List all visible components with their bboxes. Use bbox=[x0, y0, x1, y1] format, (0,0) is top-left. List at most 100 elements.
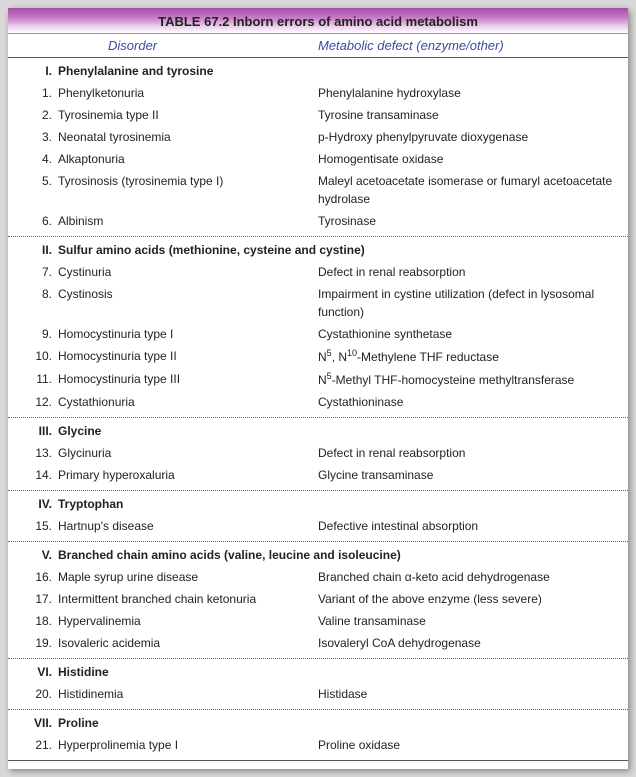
table-row: 14.Primary hyperoxaluriaGlycine transami… bbox=[8, 464, 628, 486]
section: I.Phenylalanine and tyrosine1.Phenylketo… bbox=[8, 58, 628, 237]
metabolic-defect: Isovaleryl CoA dehydrogenase bbox=[318, 634, 628, 652]
row-number: 12. bbox=[18, 393, 58, 411]
disorder-name: Homocystinuria type III bbox=[58, 370, 318, 389]
section-roman: IV. bbox=[18, 497, 58, 511]
row-number: 2. bbox=[18, 106, 58, 124]
disorder-name: Homocystinuria type II bbox=[58, 347, 318, 366]
section-title: Sulfur amino acids (methionine, cysteine… bbox=[58, 243, 628, 257]
disorder-name: Hypervalinemia bbox=[58, 612, 318, 630]
metabolic-defect: Branched chain α-keto acid dehydrogenase bbox=[318, 568, 628, 586]
section-title: Proline bbox=[58, 716, 628, 730]
row-number: 11. bbox=[18, 370, 58, 389]
disorder-name: Maple syrup urine disease bbox=[58, 568, 318, 586]
row-number: 4. bbox=[18, 150, 58, 168]
disorder-name: Homocystinuria type I bbox=[58, 325, 318, 343]
disorder-name: Albinism bbox=[58, 212, 318, 230]
table-row: 18.HypervalinemiaValine transaminase bbox=[8, 610, 628, 632]
disorder-name: Cystinuria bbox=[58, 263, 318, 281]
metabolic-defect: Homogentisate oxidase bbox=[318, 150, 628, 168]
column-headers: Disorder Metabolic defect (enzyme/other) bbox=[8, 34, 628, 58]
metabolic-defect: Proline oxidase bbox=[318, 736, 628, 754]
row-number: 9. bbox=[18, 325, 58, 343]
metabolic-defect: Defective intestinal absorption bbox=[318, 517, 628, 535]
disorder-name: Hartnup's disease bbox=[58, 517, 318, 535]
section-head: I.Phenylalanine and tyrosine bbox=[8, 62, 628, 82]
section-title: Phenylalanine and tyrosine bbox=[58, 64, 628, 78]
row-number: 20. bbox=[18, 685, 58, 703]
table-body: I.Phenylalanine and tyrosine1.Phenylketo… bbox=[8, 58, 628, 761]
section-head: V.Branched chain amino acids (valine, le… bbox=[8, 546, 628, 566]
section-head: VI.Histidine bbox=[8, 663, 628, 683]
row-number: 1. bbox=[18, 84, 58, 102]
table-row: 7.CystinuriaDefect in renal reabsorption bbox=[8, 261, 628, 283]
table-title: TABLE 67.2 Inborn errors of amino acid m… bbox=[8, 8, 628, 34]
section-head: II.Sulfur amino acids (methionine, cyste… bbox=[8, 241, 628, 261]
table-row: 19.Isovaleric acidemiaIsovaleryl CoA deh… bbox=[8, 632, 628, 654]
row-number: 19. bbox=[18, 634, 58, 652]
metabolic-defect: Tyrosine transaminase bbox=[318, 106, 628, 124]
row-number: 5. bbox=[18, 172, 58, 208]
row-number: 17. bbox=[18, 590, 58, 608]
disorder-name: Primary hyperoxaluria bbox=[58, 466, 318, 484]
row-number: 15. bbox=[18, 517, 58, 535]
disorder-name: Tyrosinemia type II bbox=[58, 106, 318, 124]
table-row: 11.Homocystinuria type IIIN5-Methyl THF-… bbox=[8, 368, 628, 391]
section: VII.Proline21.Hyperprolinemia type IProl… bbox=[8, 710, 628, 761]
metabolic-defect: N5, N10-Methylene THF reductase bbox=[318, 347, 628, 366]
row-number: 7. bbox=[18, 263, 58, 281]
section-roman: III. bbox=[18, 424, 58, 438]
disorder-name: Tyrosinosis (tyrosinemia type I) bbox=[58, 172, 318, 208]
row-number: 10. bbox=[18, 347, 58, 366]
table-row: 13.GlycinuriaDefect in renal reabsorptio… bbox=[8, 442, 628, 464]
section-head: VII.Proline bbox=[8, 714, 628, 734]
disorder-name: Alkaptonuria bbox=[58, 150, 318, 168]
disorder-name: Neonatal tyrosinemia bbox=[58, 128, 318, 146]
disorder-name: Glycinuria bbox=[58, 444, 318, 462]
disorder-name: Cystathionuria bbox=[58, 393, 318, 411]
metabolic-defect: Impairment in cystine utilization (defec… bbox=[318, 285, 628, 321]
section-head: III.Glycine bbox=[8, 422, 628, 442]
metabolic-defect: Histidase bbox=[318, 685, 628, 703]
table-row: 12.CystathionuriaCystathioninase bbox=[8, 391, 628, 413]
section-head: IV.Tryptophan bbox=[8, 495, 628, 515]
table-row: 16.Maple syrup urine diseaseBranched cha… bbox=[8, 566, 628, 588]
table-page: TABLE 67.2 Inborn errors of amino acid m… bbox=[8, 8, 628, 769]
section: IV.Tryptophan15.Hartnup's diseaseDefecti… bbox=[8, 491, 628, 542]
section-title: Tryptophan bbox=[58, 497, 628, 511]
table-row: 21.Hyperprolinemia type IProline oxidase bbox=[8, 734, 628, 756]
table-row: 2.Tyrosinemia type IITyrosine transamina… bbox=[8, 104, 628, 126]
metabolic-defect: Defect in renal reabsorption bbox=[318, 444, 628, 462]
section: V.Branched chain amino acids (valine, le… bbox=[8, 542, 628, 659]
row-number: 18. bbox=[18, 612, 58, 630]
table-row: 15.Hartnup's diseaseDefective intestinal… bbox=[8, 515, 628, 537]
col-header-disorder: Disorder bbox=[8, 38, 318, 53]
section-roman: II. bbox=[18, 243, 58, 257]
section-title: Histidine bbox=[58, 665, 628, 679]
table-row: 1.PhenylketonuriaPhenylalanine hydroxyla… bbox=[8, 82, 628, 104]
row-number: 16. bbox=[18, 568, 58, 586]
row-number: 3. bbox=[18, 128, 58, 146]
section: VI.Histidine20.HistidinemiaHistidase bbox=[8, 659, 628, 710]
disorder-name: Phenylketonuria bbox=[58, 84, 318, 102]
col-header-defect: Metabolic defect (enzyme/other) bbox=[318, 38, 628, 53]
table-row: 10.Homocystinuria type IIN5, N10-Methyle… bbox=[8, 345, 628, 368]
section: II.Sulfur amino acids (methionine, cyste… bbox=[8, 237, 628, 418]
metabolic-defect: Variant of the above enzyme (less severe… bbox=[318, 590, 628, 608]
metabolic-defect: Valine transaminase bbox=[318, 612, 628, 630]
metabolic-defect: Tyrosinase bbox=[318, 212, 628, 230]
metabolic-defect: N5-Methyl THF-homocysteine methyltransfe… bbox=[318, 370, 628, 389]
section-roman: I. bbox=[18, 64, 58, 78]
disorder-name: Intermittent branched chain ketonuria bbox=[58, 590, 318, 608]
table-row: 3.Neonatal tyrosinemiap-Hydroxy phenylpy… bbox=[8, 126, 628, 148]
table-row: 8.CystinosisImpairment in cystine utiliz… bbox=[8, 283, 628, 323]
table-row: 17.Intermittent branched chain ketonuria… bbox=[8, 588, 628, 610]
section: III.Glycine13.GlycinuriaDefect in renal … bbox=[8, 418, 628, 491]
disorder-name: Isovaleric acidemia bbox=[58, 634, 318, 652]
disorder-name: Histidinemia bbox=[58, 685, 318, 703]
section-roman: V. bbox=[18, 548, 58, 562]
metabolic-defect: Phenylalanine hydroxylase bbox=[318, 84, 628, 102]
section-roman: VI. bbox=[18, 665, 58, 679]
table-row: 5.Tyrosinosis (tyrosinemia type I)Maleyl… bbox=[8, 170, 628, 210]
row-number: 8. bbox=[18, 285, 58, 321]
metabolic-defect: Glycine transaminase bbox=[318, 466, 628, 484]
